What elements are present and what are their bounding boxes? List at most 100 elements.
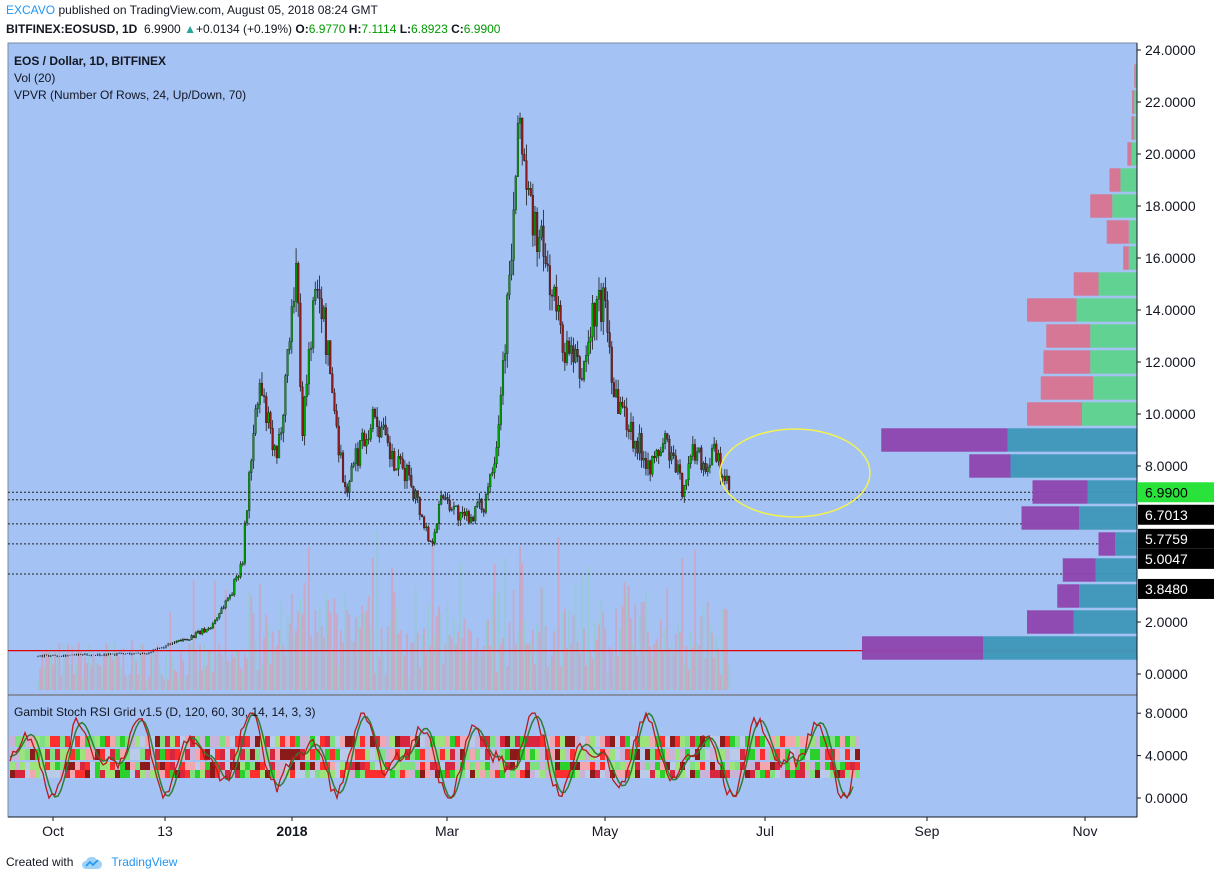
volume-bar	[103, 655, 106, 690]
grid-cell	[270, 762, 275, 773]
grid-cell	[675, 736, 680, 747]
volume-bar	[632, 643, 635, 690]
volume-bar	[86, 663, 88, 690]
volume-bar	[506, 666, 509, 690]
grid-cell	[830, 736, 835, 747]
volume-bar	[540, 587, 543, 690]
grid-cell	[340, 736, 345, 747]
range-ellipse	[719, 428, 871, 518]
candle	[501, 360, 505, 396]
grid-cell	[835, 749, 840, 760]
grid-cell	[380, 736, 385, 747]
grid-cell	[780, 736, 785, 747]
volume-bar	[156, 644, 159, 690]
volume-bar	[212, 672, 214, 690]
volume-bar	[282, 644, 285, 690]
volume-bar	[261, 664, 263, 690]
volume-bar	[98, 665, 101, 690]
grid-cell	[765, 770, 770, 778]
grid-cell	[725, 736, 730, 747]
candle	[339, 452, 342, 456]
grid-cell	[110, 770, 115, 778]
grid-cell	[20, 770, 25, 778]
time-tick-label: Nov	[1073, 823, 1098, 839]
candle	[203, 628, 206, 633]
grid-cell	[445, 736, 450, 747]
volume-bar	[352, 641, 355, 690]
candle	[625, 407, 628, 430]
grid-cell	[755, 749, 760, 760]
volume-bar	[145, 679, 148, 690]
candle	[448, 500, 451, 511]
author-link[interactable]: EXCAVO	[6, 3, 56, 17]
grid-cell	[420, 749, 425, 760]
vp-down-bar	[1132, 90, 1135, 114]
volume-bar	[638, 615, 641, 690]
volume-bar	[105, 643, 108, 690]
grid-cell	[205, 762, 210, 773]
candle	[604, 287, 607, 301]
volume-bar	[342, 642, 344, 690]
grid-cell	[445, 749, 450, 760]
grid-cell	[605, 770, 610, 778]
volume-bar	[687, 669, 690, 690]
volume-bar	[700, 616, 703, 690]
volume-bar	[595, 639, 598, 690]
grid-cell	[625, 736, 630, 747]
grid-cell	[610, 736, 615, 747]
candle	[260, 382, 264, 396]
grid-cell	[855, 749, 860, 760]
volume-bar	[591, 658, 594, 690]
grid-cell	[385, 762, 390, 773]
volume-bar	[585, 665, 588, 690]
grid-cell	[815, 736, 820, 747]
candle	[388, 442, 391, 460]
grid-cell	[530, 749, 535, 760]
volume-bar	[286, 615, 289, 690]
vp-down-bar	[1032, 480, 1088, 504]
volume-bar	[47, 652, 50, 690]
grid-cell	[735, 762, 740, 773]
grid-cell	[355, 770, 360, 778]
grid-cell	[710, 736, 715, 747]
volume-bar	[197, 670, 199, 690]
grid-cell	[95, 736, 100, 747]
grid-cell	[180, 770, 185, 778]
grid-cell	[195, 762, 200, 773]
grid-cell	[250, 749, 255, 760]
volume-bar	[109, 654, 112, 690]
candle	[391, 451, 394, 460]
legend-indicator: Gambit Stoch RSI Grid v1.5 (D, 120, 60, …	[14, 705, 315, 719]
volume-bar	[719, 674, 722, 690]
candle	[649, 460, 652, 475]
volume-bar	[463, 618, 466, 690]
grid-cell	[140, 770, 145, 778]
grid-cell	[315, 736, 320, 747]
grid-cell	[565, 736, 570, 747]
grid-cell	[540, 749, 545, 760]
volume-bar	[408, 677, 411, 690]
volume-bar	[521, 563, 524, 690]
grid-cell	[20, 762, 25, 773]
grid-cell	[215, 749, 220, 760]
grid-cell	[430, 749, 435, 760]
grid-cell	[760, 762, 765, 773]
grid-cell	[500, 770, 505, 778]
volume-bar	[583, 628, 585, 690]
price-tick-label: 16.0000	[1145, 250, 1196, 266]
volume-bar	[182, 660, 184, 690]
grid-cell	[440, 770, 445, 778]
candle	[369, 428, 372, 440]
candle	[273, 445, 276, 451]
grid-cell	[790, 762, 795, 773]
publish-info: EXCAVO published on TradingView.com, Aug…	[6, 3, 378, 17]
grid-cell	[105, 770, 110, 778]
grid-cell	[640, 770, 645, 778]
grid-cell	[385, 770, 390, 778]
candle	[561, 324, 564, 353]
candle	[335, 410, 338, 427]
volume-bar	[459, 562, 462, 690]
tradingview-brand[interactable]: TradingView	[111, 855, 178, 869]
grid-cell	[330, 770, 335, 778]
